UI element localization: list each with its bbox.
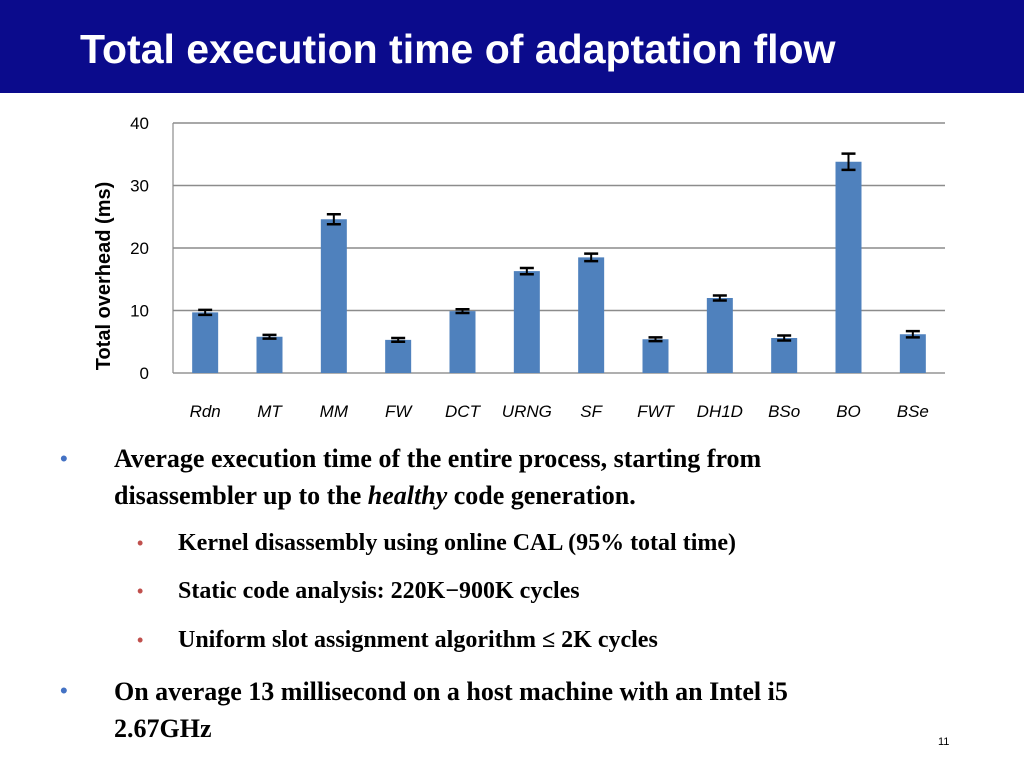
bullet-1-line-1: Average execution time of the entire pro… bbox=[114, 444, 762, 473]
y-tick-label: 10 bbox=[130, 302, 149, 321]
error-bars bbox=[198, 152, 920, 343]
bar-FW bbox=[385, 339, 412, 373]
x-tick-label-URNG: URNG bbox=[502, 402, 552, 421]
gridlines bbox=[172, 122, 945, 374]
sub-bullet-3: Uniform slot assignment algorithm ≤ 2K c… bbox=[178, 627, 658, 653]
error-bar-FWT bbox=[648, 336, 663, 343]
x-tick-label-BO: BO bbox=[836, 402, 861, 421]
x-tick-label-DCT: DCT bbox=[445, 402, 482, 421]
error-bar-DH1D bbox=[712, 294, 727, 302]
sub-bullet-marker: • bbox=[137, 533, 144, 553]
bar-BSo bbox=[771, 338, 798, 373]
error-bar-DCT bbox=[455, 308, 470, 315]
bullet-1-line-2-end: code generation. bbox=[447, 481, 636, 510]
error-bar-URNG bbox=[519, 266, 534, 276]
title-bar: Total execution time of adaptation flow bbox=[0, 0, 1024, 93]
bullet-2-line-1: On average 13 millisecond on a host mach… bbox=[114, 677, 788, 706]
x-tick-label-BSe: BSe bbox=[897, 402, 929, 421]
error-bar-BSe bbox=[905, 329, 920, 339]
x-tick-labels: Rdn MT MM FW DCT URNG SF FWT DH1D BSo BO BSe bbox=[190, 402, 929, 421]
bars bbox=[192, 161, 926, 373]
sub-bullet-marker: • bbox=[137, 581, 144, 601]
y-tick-label: 40 bbox=[130, 114, 149, 133]
x-tick-label-SF: SF bbox=[580, 402, 603, 421]
x-tick-label-BSo: BSo bbox=[768, 402, 800, 421]
y-tick-label: 20 bbox=[130, 239, 149, 258]
bar-SF bbox=[578, 257, 605, 373]
x-tick-label-MT: MT bbox=[257, 402, 283, 421]
page-number: 11 bbox=[938, 736, 950, 748]
bar-Rdn bbox=[192, 312, 219, 373]
x-tick-label-Rdn: Rdn bbox=[190, 402, 221, 421]
bar-BO bbox=[835, 161, 862, 373]
sub-bullet-marker: • bbox=[137, 630, 144, 650]
x-tick-label-FW: FW bbox=[385, 402, 413, 421]
error-bar-Rdn bbox=[198, 308, 213, 317]
bar-FWT bbox=[642, 339, 669, 373]
error-bar-MT bbox=[262, 333, 277, 340]
bullet-1: Average execution time of the entire pro… bbox=[114, 440, 954, 514]
bullet-marker: • bbox=[60, 678, 68, 703]
y-tick-label: 0 bbox=[140, 364, 149, 383]
bar-MT bbox=[256, 336, 283, 373]
y-tick-labels: 0 10 20 30 40 bbox=[130, 114, 149, 383]
slide-title: Total execution time of adaptation flow bbox=[80, 26, 836, 72]
x-tick-label-FWT: FWT bbox=[637, 402, 675, 421]
bar-chart: 0 10 20 30 40 Rdn MT MM FW DCT URNG SF FWT DH1D BSo BO… bbox=[93, 114, 945, 421]
error-bar-MM bbox=[326, 213, 341, 226]
bullet-1-emphasis: healthy bbox=[367, 481, 448, 510]
bullet-2-line-2: 2.67GHz bbox=[114, 714, 212, 743]
y-axis-label: Total overhead (ms) bbox=[93, 182, 115, 371]
bullet-marker: • bbox=[60, 446, 68, 471]
bar-DCT bbox=[449, 311, 476, 373]
error-bar-BSo bbox=[777, 334, 792, 342]
bullet-2: On average 13 millisecond on a host mach… bbox=[114, 673, 954, 747]
error-bar-FW bbox=[391, 336, 406, 343]
x-tick-label-MM: MM bbox=[320, 402, 349, 421]
y-tick-label: 30 bbox=[130, 177, 149, 196]
bar-DH1D bbox=[706, 298, 733, 373]
error-bar-SF bbox=[584, 252, 599, 263]
sub-bullet-2: Static code analysis: 220K−900K cycles bbox=[178, 578, 580, 604]
error-bar-BO bbox=[841, 152, 856, 172]
x-tick-label-DH1D: DH1D bbox=[697, 402, 743, 421]
sub-bullet-1: Kernel disassembly using online CAL (95%… bbox=[178, 530, 737, 556]
bullet-1-line-2-start: disassembler up to the bbox=[114, 481, 368, 510]
bar-URNG bbox=[513, 271, 540, 373]
bar-BSe bbox=[899, 334, 926, 373]
bar-MM bbox=[320, 219, 347, 373]
